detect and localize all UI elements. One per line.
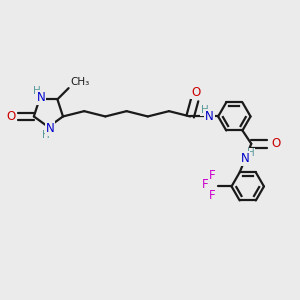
Text: F: F bbox=[202, 178, 208, 190]
Text: F: F bbox=[208, 169, 215, 182]
Text: N: N bbox=[240, 152, 249, 165]
Text: O: O bbox=[7, 110, 16, 123]
Text: N: N bbox=[46, 122, 54, 135]
Text: O: O bbox=[271, 137, 280, 150]
Text: N: N bbox=[205, 110, 214, 123]
Text: H: H bbox=[247, 148, 255, 158]
Text: H: H bbox=[42, 130, 49, 140]
Text: H: H bbox=[33, 86, 40, 96]
Text: N: N bbox=[37, 92, 45, 104]
Text: O: O bbox=[191, 85, 201, 98]
Text: F: F bbox=[208, 189, 215, 202]
Text: CH₃: CH₃ bbox=[70, 77, 89, 87]
Text: H: H bbox=[201, 105, 209, 115]
